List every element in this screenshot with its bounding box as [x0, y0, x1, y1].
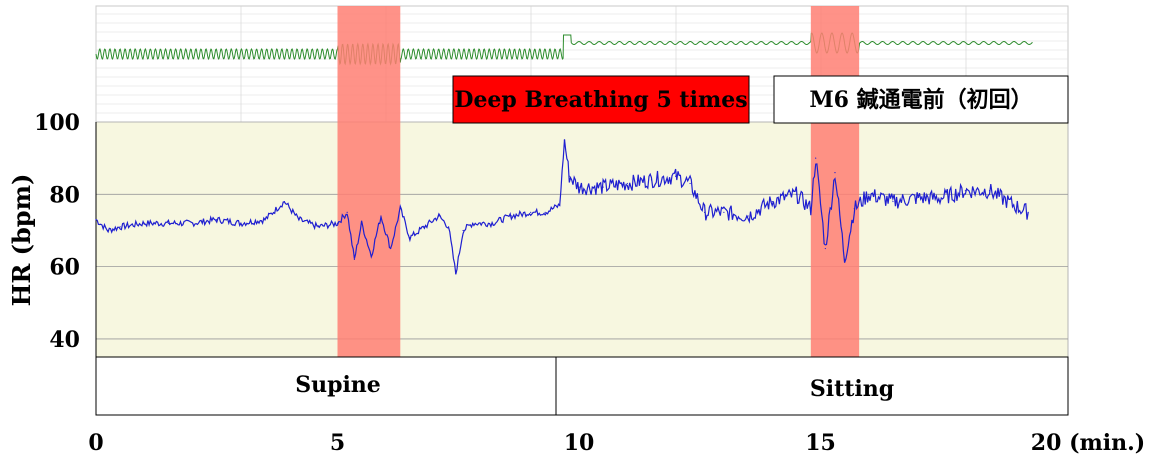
deep-breathing-label: Deep Breathing 5 times: [454, 87, 747, 113]
hr-point: [940, 197, 942, 199]
hr-point: [578, 186, 580, 188]
hr-point: [107, 229, 109, 232]
plot-background: [95, 121, 1069, 358]
hr-point: [510, 215, 512, 217]
hr-point: [834, 172, 836, 174]
hr-point: [167, 222, 170, 224]
hr-point: [472, 222, 474, 224]
hr-point: [1013, 204, 1015, 206]
y-tick-label: 80: [49, 182, 80, 208]
deep-breathing-annotation: Deep Breathing 5 times: [452, 75, 750, 124]
x-tick-label: 5: [330, 430, 345, 456]
x-tick-label: 0: [88, 430, 103, 456]
hr-point: [317, 226, 319, 228]
horizontal-gridlines: [96, 193, 1068, 340]
hr-point: [447, 226, 450, 228]
y-tick-label: 40: [49, 327, 80, 353]
hr-point: [409, 237, 411, 239]
hr-point: [964, 190, 967, 192]
y-tick-label: 100: [34, 110, 80, 136]
hr-point: [723, 211, 725, 213]
hr-point: [916, 197, 918, 199]
hr-point: [438, 215, 440, 217]
hr-point: [988, 190, 991, 192]
hr-point: [353, 258, 356, 260]
hr-point: [346, 211, 348, 213]
hr-point: [563, 139, 566, 141]
supine-box: [95, 356, 557, 416]
hr-point: [626, 182, 628, 185]
hr-point: [390, 247, 392, 250]
posture-band: Supine Sitting: [95, 356, 1069, 416]
hr-point: [370, 255, 372, 257]
hr-point: [771, 200, 773, 203]
hr-point: [399, 208, 401, 210]
sitting-label: Sitting: [810, 376, 894, 402]
m6-annotation: M6 鍼通電前（初回）: [773, 75, 1069, 124]
hr-point: [336, 222, 339, 224]
x-tick-label: 20 (min.): [1031, 430, 1145, 456]
hr-point: [675, 175, 677, 177]
hr-point: [216, 219, 218, 221]
hr-point: [795, 193, 797, 195]
hr-point: [462, 229, 464, 232]
hr-point: [95, 219, 97, 221]
hr-point: [143, 222, 145, 224]
hr-point: [747, 215, 749, 217]
hr-point: [530, 211, 532, 213]
x-tick-label: 10: [564, 430, 595, 456]
hr-point: [650, 179, 653, 181]
y-tick-labels: 40 60 80 100: [34, 110, 80, 353]
hr-point: [298, 219, 300, 221]
hr-point: [544, 211, 546, 213]
hr-point: [568, 175, 570, 177]
hr-point: [868, 193, 870, 195]
x-tick-labels: 0 5 10 15 20 (min.): [88, 430, 1145, 456]
hr-point: [380, 215, 382, 217]
hr-point: [703, 211, 706, 213]
hr-point: [361, 222, 363, 224]
hr-point: [853, 208, 855, 210]
y-axis-label: HR (bpm): [7, 174, 36, 307]
m6-label: M6 鍼通電前（初回）: [809, 87, 1032, 113]
hr-point: [824, 247, 826, 250]
sitting-box: [555, 356, 1069, 416]
hr-point: [119, 226, 121, 228]
hr-point: [689, 182, 691, 185]
hr-point: [602, 186, 604, 188]
hr-point: [192, 222, 194, 224]
y-tick-label: 60: [49, 255, 80, 281]
hr-point: [1027, 211, 1029, 213]
deep-breathing-band: [337, 6, 401, 357]
hr-point: [423, 226, 426, 228]
hr-point: [810, 208, 812, 210]
deep-breathing-highlights: [337, 6, 860, 357]
hr-point: [815, 157, 817, 159]
hr-point: [559, 204, 561, 206]
hr-point: [455, 273, 457, 275]
hr-point: [491, 222, 493, 224]
hr-point: [240, 222, 242, 224]
ecg-trace: [95, 32, 1033, 66]
hr-point: [892, 200, 894, 203]
hr-point: [283, 200, 285, 203]
hr-point: [844, 258, 846, 260]
hr-series-line: [95, 139, 1029, 275]
hr-point: [264, 219, 266, 221]
x-tick-label: 15: [805, 430, 836, 456]
supine-label: Supine: [295, 372, 381, 398]
